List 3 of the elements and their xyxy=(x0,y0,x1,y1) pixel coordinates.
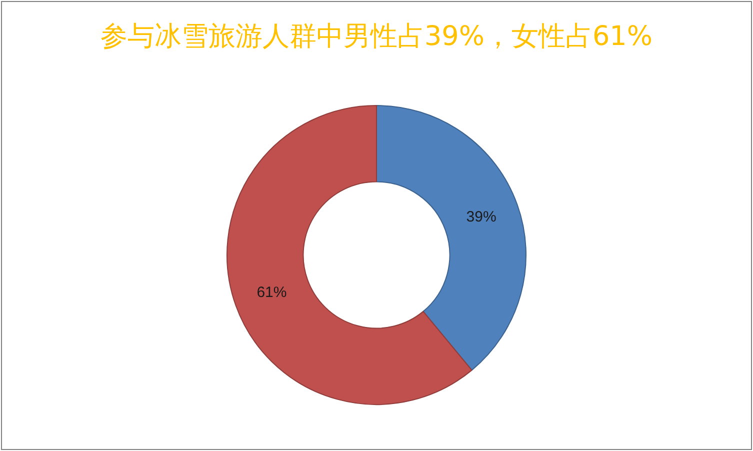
data-label: 39% xyxy=(466,208,496,226)
chart-title: 参与冰雪旅游人群中男性占39%，女性占61% xyxy=(100,21,653,52)
data-label: 61% xyxy=(256,284,287,301)
